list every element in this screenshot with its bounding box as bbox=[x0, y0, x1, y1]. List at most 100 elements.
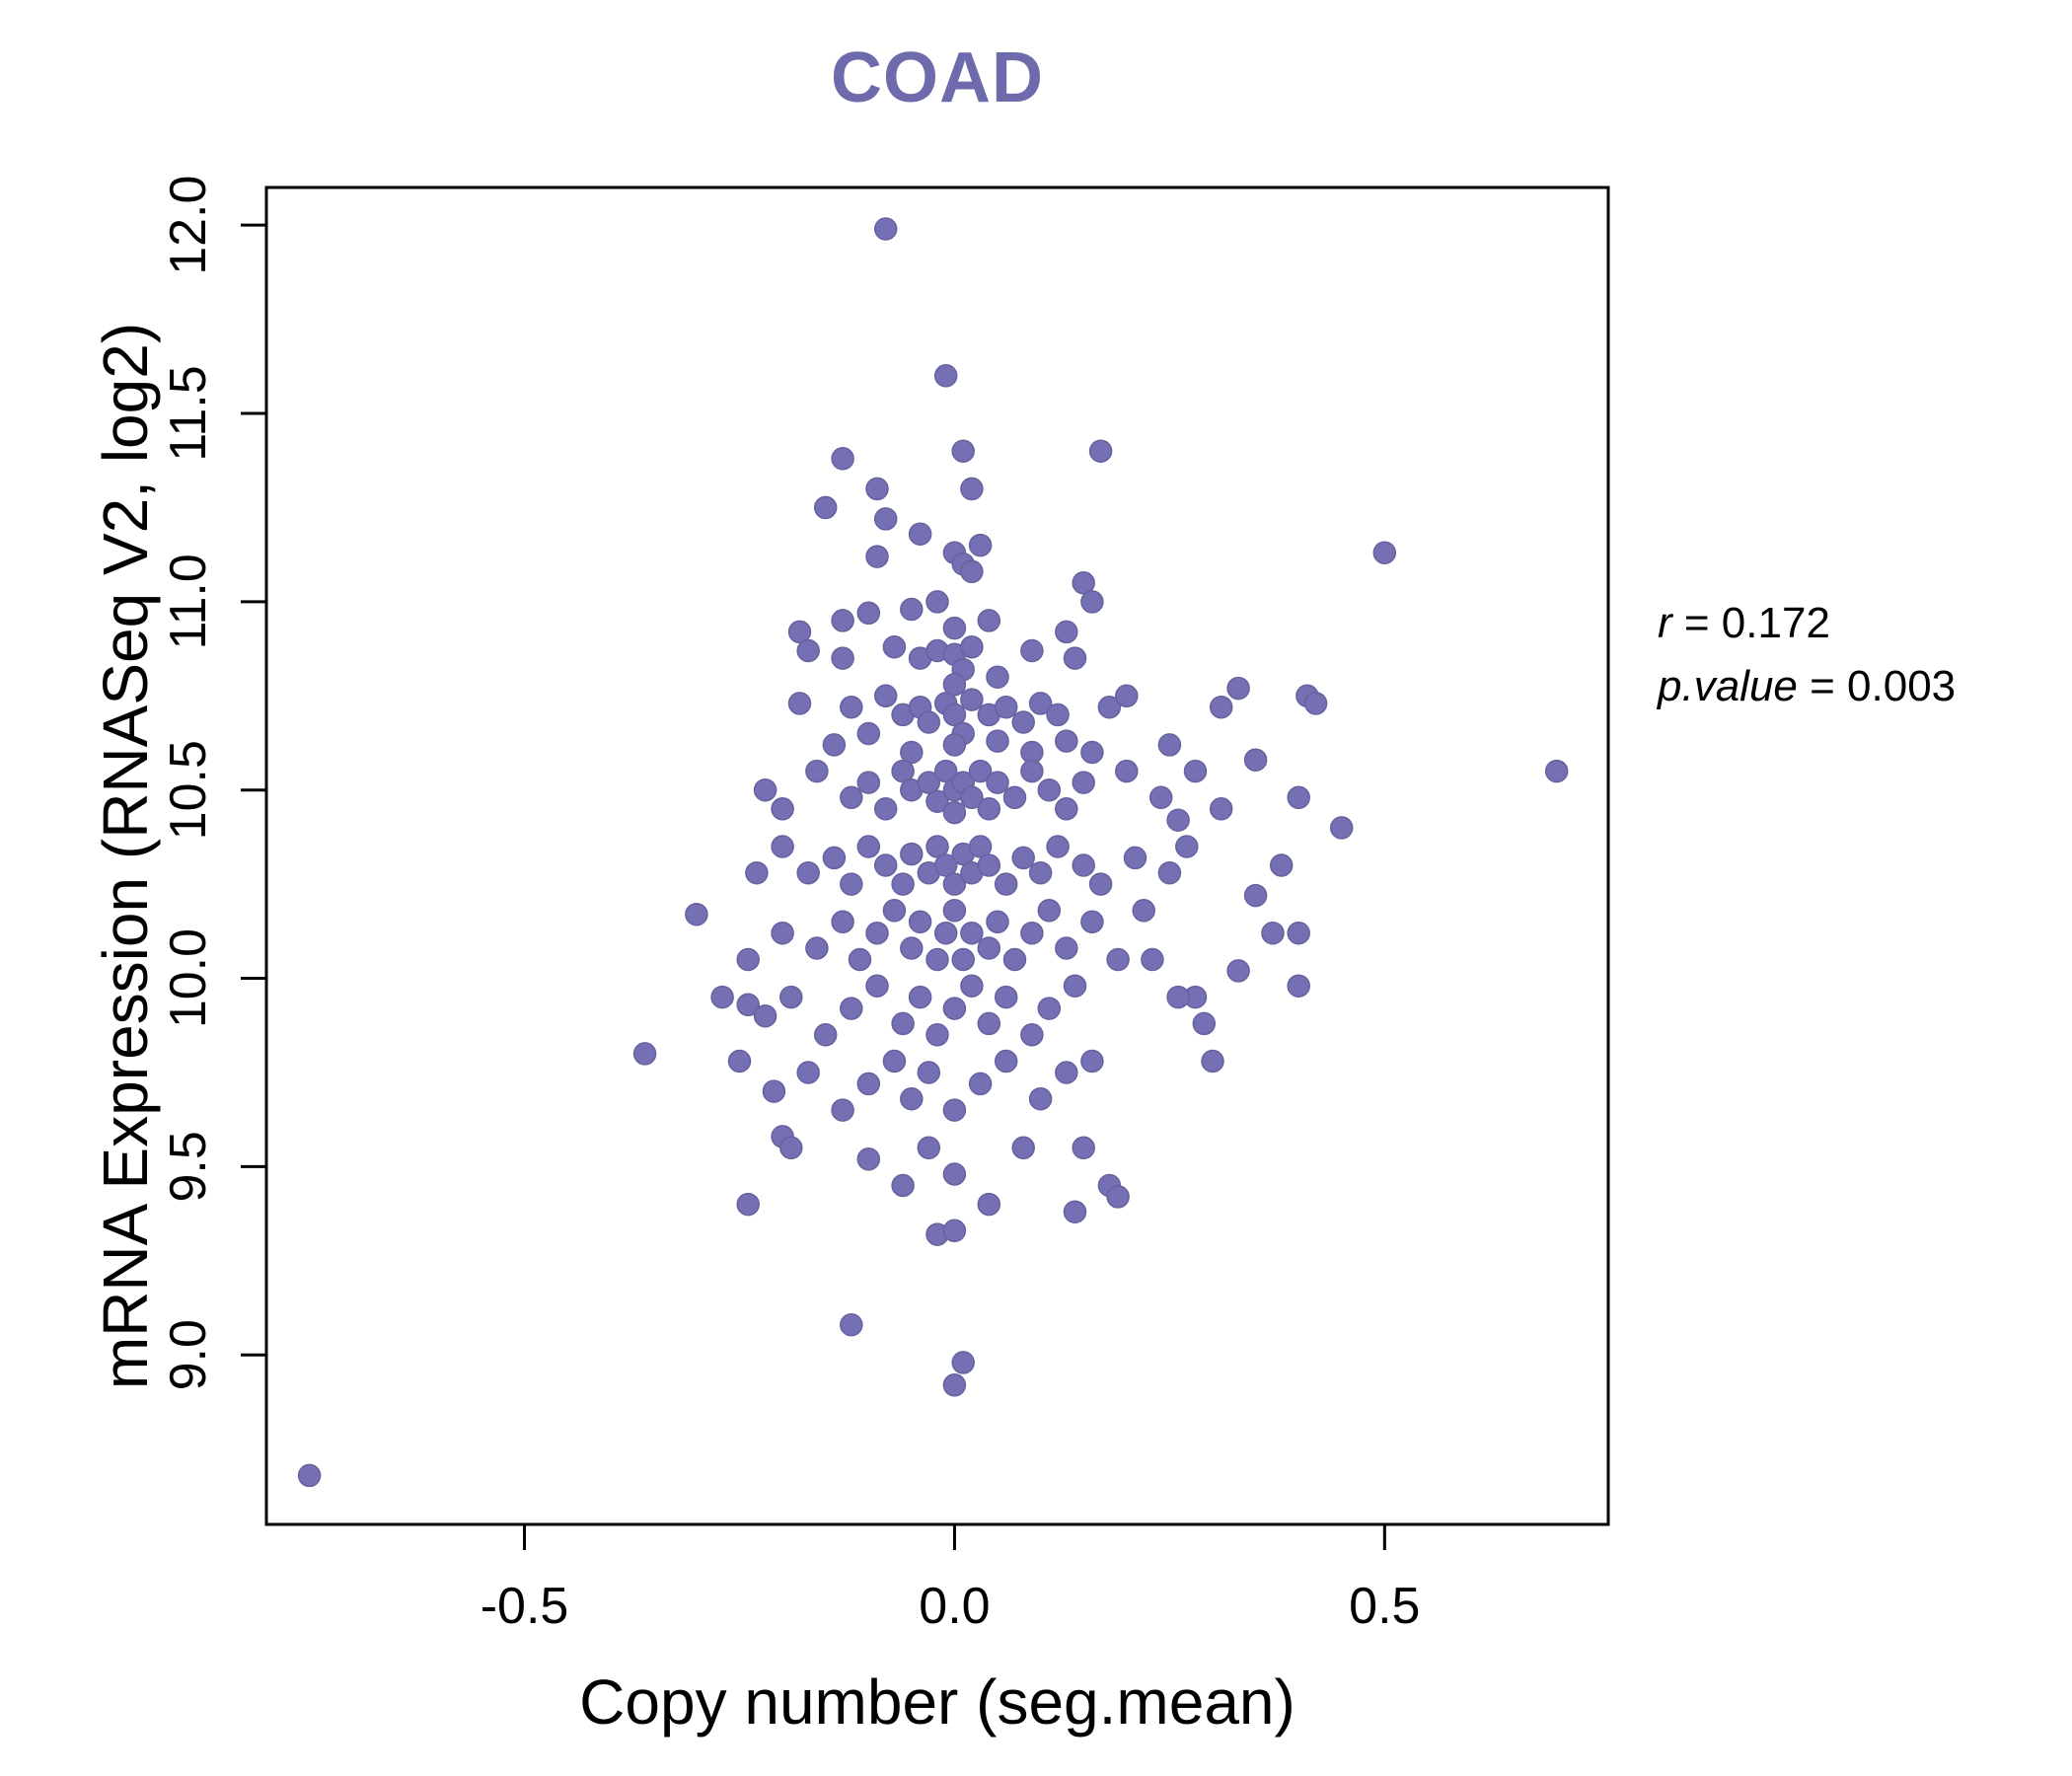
data-point bbox=[813, 495, 838, 520]
data-point bbox=[1011, 846, 1035, 870]
y-tick-label: 9.0 bbox=[160, 1319, 217, 1390]
y-tick-label: 9.5 bbox=[160, 1131, 217, 1202]
data-point bbox=[856, 721, 881, 746]
data-point bbox=[968, 1072, 993, 1096]
data-point bbox=[840, 997, 863, 1020]
chart-title: COAD bbox=[831, 38, 1044, 117]
data-point bbox=[891, 1173, 915, 1198]
data-point bbox=[891, 1011, 915, 1036]
y-tick-label: 11.5 bbox=[160, 365, 217, 461]
data-point bbox=[1028, 692, 1053, 715]
data-point bbox=[736, 993, 760, 1017]
data-point bbox=[942, 1098, 967, 1122]
r-value-line: r = 0.172 bbox=[1658, 592, 1956, 655]
data-point bbox=[1243, 748, 1268, 772]
p-value-label: p.value bbox=[1658, 661, 1798, 710]
data-point bbox=[1020, 1023, 1044, 1047]
data-point bbox=[297, 1463, 322, 1488]
data-point bbox=[1287, 921, 1310, 945]
data-point bbox=[933, 364, 958, 388]
data-point bbox=[1097, 695, 1122, 719]
data-point bbox=[977, 1192, 1001, 1217]
data-point bbox=[900, 740, 924, 765]
data-point bbox=[840, 872, 863, 896]
data-point bbox=[1072, 853, 1095, 877]
y-tick-label: 10.0 bbox=[160, 928, 217, 1028]
data-point bbox=[1080, 910, 1104, 934]
data-point bbox=[1269, 853, 1294, 877]
data-point bbox=[787, 620, 812, 644]
data-point bbox=[942, 800, 967, 825]
y-tick-label: 12.0 bbox=[160, 176, 217, 275]
data-point bbox=[736, 947, 760, 972]
data-point bbox=[1020, 638, 1044, 663]
data-point bbox=[762, 1079, 786, 1103]
data-point bbox=[1329, 816, 1354, 840]
data-point bbox=[986, 729, 1009, 753]
data-point bbox=[977, 1011, 1001, 1036]
data-point bbox=[856, 835, 881, 858]
data-point bbox=[796, 860, 820, 885]
data-point bbox=[891, 872, 915, 896]
data-point bbox=[632, 1042, 657, 1066]
data-point bbox=[865, 974, 889, 998]
data-point bbox=[873, 684, 898, 708]
r-value: = 0.172 bbox=[1671, 599, 1830, 647]
data-point bbox=[1055, 620, 1078, 644]
data-point bbox=[960, 559, 984, 584]
data-point bbox=[960, 921, 984, 945]
data-point bbox=[951, 947, 975, 972]
data-point bbox=[908, 522, 932, 546]
data-point bbox=[813, 1023, 838, 1047]
data-point bbox=[942, 872, 967, 896]
data-point bbox=[840, 785, 863, 810]
data-point bbox=[805, 936, 829, 960]
data-point bbox=[1055, 729, 1078, 753]
data-point bbox=[753, 777, 777, 802]
data-point bbox=[736, 1192, 760, 1217]
data-point bbox=[710, 985, 734, 1009]
data-point bbox=[873, 217, 898, 241]
data-point bbox=[771, 921, 794, 945]
data-point bbox=[968, 759, 993, 783]
data-point bbox=[1037, 777, 1062, 802]
data-point bbox=[908, 985, 932, 1009]
data-point bbox=[1020, 921, 1044, 945]
data-point bbox=[1287, 785, 1310, 810]
data-point bbox=[1037, 899, 1062, 923]
data-point bbox=[882, 899, 907, 923]
data-point bbox=[1209, 695, 1233, 719]
y-tick-label: 10.5 bbox=[160, 740, 217, 840]
data-point bbox=[831, 910, 854, 934]
data-point bbox=[951, 1351, 975, 1374]
data-point bbox=[917, 710, 941, 734]
data-point bbox=[840, 695, 863, 719]
data-point bbox=[900, 842, 924, 866]
data-point bbox=[796, 1061, 820, 1084]
data-point bbox=[779, 1136, 803, 1160]
data-point bbox=[1011, 710, 1035, 734]
data-point bbox=[1115, 759, 1139, 783]
data-point bbox=[848, 947, 872, 972]
data-point bbox=[856, 601, 881, 626]
data-point bbox=[925, 789, 949, 813]
data-point bbox=[925, 590, 949, 614]
data-point bbox=[960, 785, 984, 810]
data-point bbox=[831, 1098, 854, 1122]
data-point bbox=[917, 1061, 941, 1084]
data-point bbox=[1183, 759, 1208, 783]
correlation-annotation: r = 0.172 p.value = 0.003 bbox=[1658, 592, 1956, 718]
data-point bbox=[779, 985, 803, 1009]
data-point bbox=[977, 936, 1001, 960]
data-point bbox=[1148, 785, 1173, 810]
data-point bbox=[1088, 439, 1113, 463]
data-point bbox=[1157, 733, 1182, 757]
data-point bbox=[960, 477, 984, 501]
data-point bbox=[1226, 959, 1250, 983]
data-point bbox=[1106, 947, 1130, 972]
r-label: r bbox=[1658, 599, 1672, 647]
data-point bbox=[1209, 797, 1233, 821]
data-point bbox=[1226, 676, 1250, 701]
data-point bbox=[977, 853, 1001, 877]
data-point bbox=[831, 447, 854, 471]
